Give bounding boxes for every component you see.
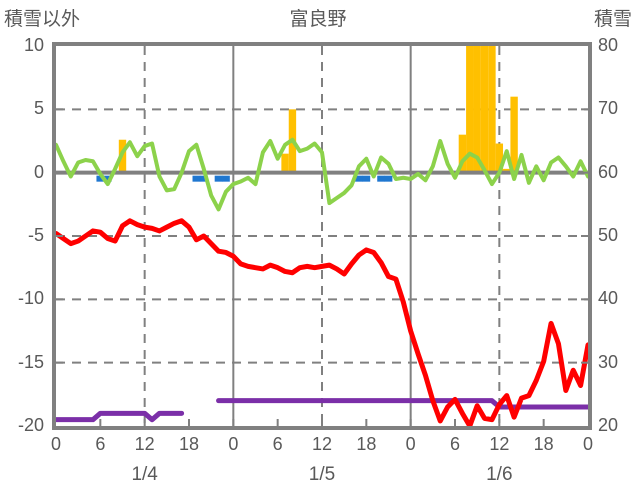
precipitation-bar — [480, 46, 489, 173]
chart-canvas — [56, 46, 588, 426]
y-axis-right-tick: 50 — [598, 225, 619, 245]
snowfall-marker-bar — [103, 175, 112, 182]
precipitation-bar — [466, 46, 474, 173]
right-axis-unit-label: 積雪 — [593, 9, 632, 30]
snowfall-marker-bar — [192, 175, 201, 182]
x-axis-day-label: 1/6 — [486, 464, 513, 485]
y-axis-right-tick: 60 — [598, 161, 619, 182]
series-line-temperature — [56, 218, 588, 426]
precipitation-bar — [495, 143, 504, 173]
x-axis-tick: 18 — [356, 434, 377, 454]
y-axis-left-tick: 10 — [23, 35, 44, 55]
y-axis-right-tick: 40 — [598, 288, 619, 309]
x-axis-tick: 12 — [311, 434, 333, 454]
series-line-snow-depth — [56, 410, 185, 423]
x-axis-tick: 6 — [449, 434, 460, 454]
x-axis-tick: 6 — [272, 434, 283, 454]
x-axis-tick: 18 — [533, 434, 554, 454]
x-axis-day-label: 1/5 — [308, 464, 336, 485]
page-title: 富良野 — [289, 9, 347, 30]
plot-area — [52, 42, 592, 430]
y-axis-left-tick: -5 — [27, 225, 44, 245]
x-axis-tick: 0 — [228, 434, 239, 454]
snowfall-marker-bar — [355, 175, 363, 182]
precipitation-bar — [458, 134, 467, 173]
y-axis-left-tick: -15 — [17, 351, 44, 372]
y-axis-left-tick: -10 — [17, 288, 44, 309]
left-axis-unit-label: 積雪以外 — [4, 9, 81, 30]
snowfall-marker-bar — [96, 175, 105, 182]
y-axis-left-tick: 0 — [33, 161, 44, 182]
x-axis-tick: 12 — [489, 434, 510, 454]
series-line-snow-depth — [216, 398, 588, 410]
x-axis-tick: 12 — [134, 434, 155, 454]
snowfall-marker-bar — [222, 175, 230, 182]
snowfall-marker-bar — [362, 175, 371, 182]
snowfall-marker-bar — [384, 175, 393, 182]
snowfall-marker-bar — [214, 175, 223, 182]
x-axis-tick: 6 — [95, 434, 106, 454]
y-axis-right-tick: 80 — [598, 35, 619, 55]
x-axis-tick: 0 — [50, 434, 61, 454]
y-axis-left-tick: 5 — [33, 98, 44, 119]
precipitation-bar — [473, 46, 481, 173]
precipitation-bar — [281, 153, 289, 173]
series-line-wind-speed — [56, 137, 588, 212]
y-axis-right-tick: 20 — [598, 415, 619, 435]
x-axis-tick: 18 — [178, 434, 200, 454]
y-axis-left-tick: -20 — [17, 415, 44, 435]
x-axis-day-label: 1/4 — [131, 464, 158, 485]
precipitation-bar — [488, 46, 496, 173]
precipitation-bar — [510, 96, 518, 173]
y-axis-right-tick: 70 — [598, 98, 619, 119]
snowfall-marker-bar — [199, 175, 208, 182]
y-axis-right-tick: 30 — [598, 351, 619, 372]
x-axis-tick: 0 — [405, 434, 416, 454]
snowfall-marker-bar — [377, 175, 385, 182]
x-axis-tick: 0 — [582, 434, 593, 454]
